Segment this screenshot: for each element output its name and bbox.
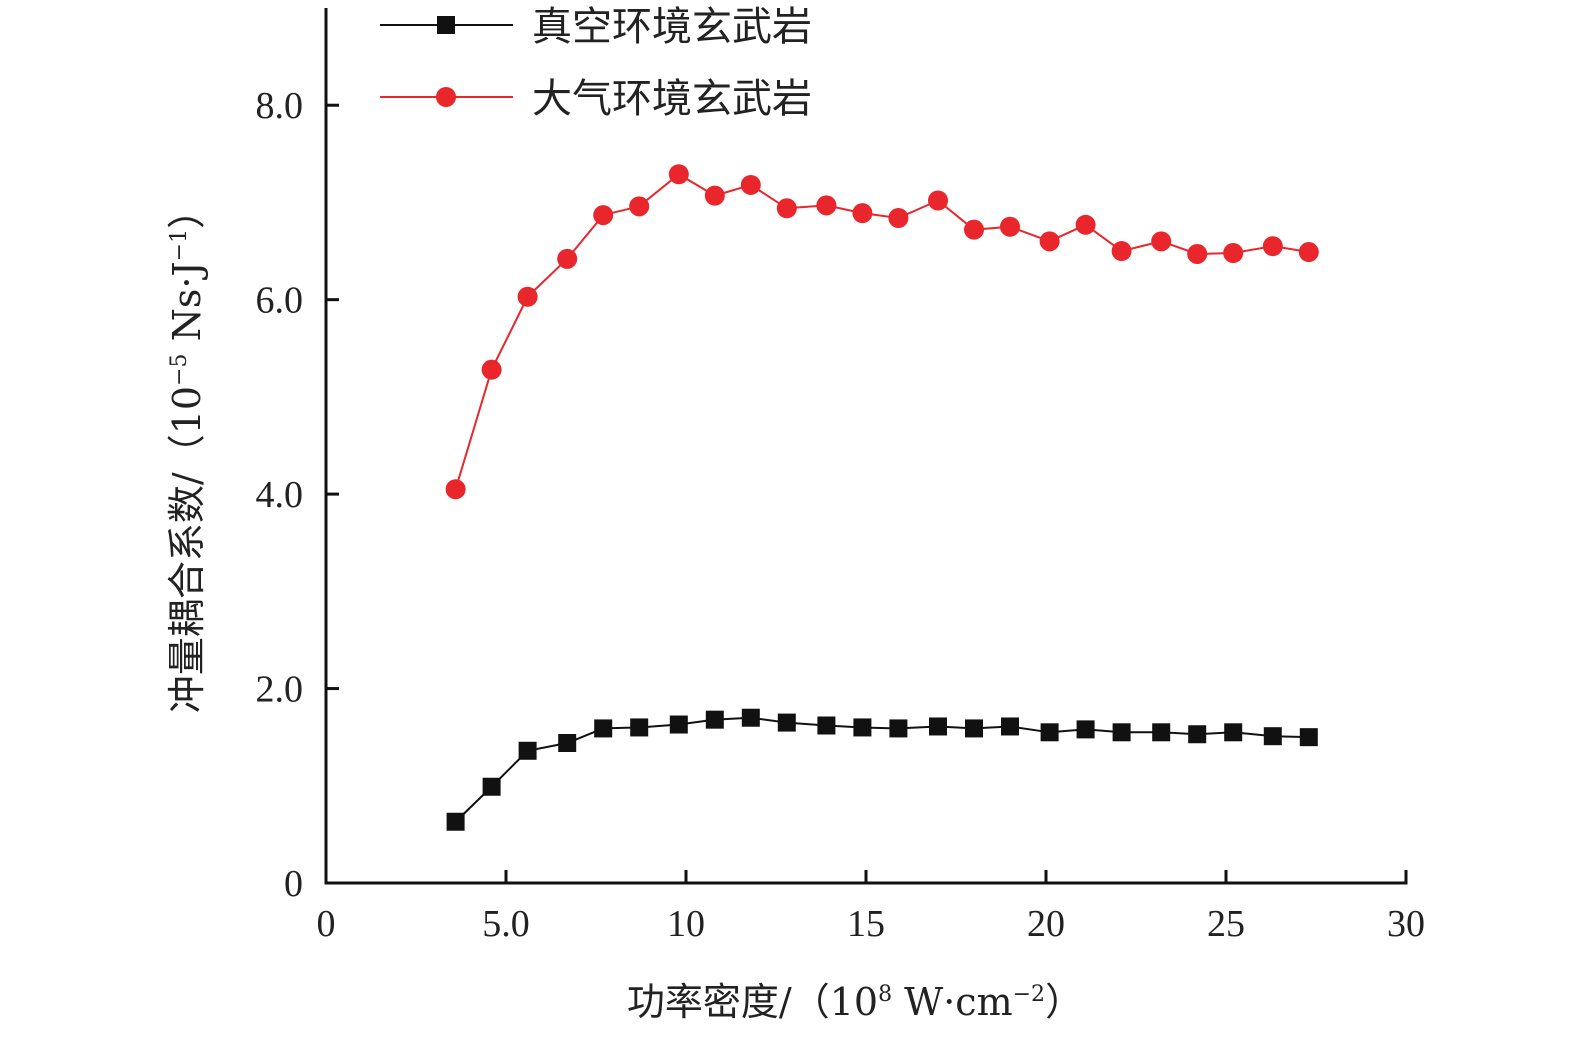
x-tick-label: 0	[317, 903, 336, 945]
data-point	[853, 718, 872, 737]
data-point	[1112, 723, 1131, 742]
data-point	[777, 713, 796, 732]
data-point	[446, 812, 465, 831]
y-tick-label: 0	[284, 863, 303, 905]
x-axis-title-mid: W·cm	[892, 980, 1013, 1024]
y-axis-title-sup2: −1	[167, 229, 192, 261]
x-tick-label: 30	[1387, 903, 1425, 945]
data-point	[705, 710, 724, 729]
data-point	[445, 479, 466, 500]
x-tick-label: 25	[1207, 903, 1245, 945]
series-layer	[445, 164, 1319, 831]
data-point	[481, 359, 502, 380]
data-point	[557, 248, 578, 269]
data-point	[1152, 723, 1171, 742]
y-axis-title-main: 冲量耦合系数/（10	[165, 386, 209, 713]
x-tick-label: 15	[847, 903, 885, 945]
data-point	[518, 741, 537, 760]
data-point	[668, 164, 689, 185]
data-point	[704, 185, 725, 206]
x-axis-ticks: 0 5.0 10 15 20 25 30	[317, 870, 1425, 945]
data-point	[1187, 243, 1208, 264]
data-point	[669, 715, 688, 734]
legend-item-atmosphere: 大气环境玄武岩	[380, 76, 812, 122]
y-tick-label: 4.0	[256, 474, 304, 516]
data-point	[482, 777, 501, 796]
data-point	[889, 719, 908, 738]
data-point	[852, 203, 873, 224]
data-point	[929, 717, 947, 736]
legend-item-vacuum: 真空环境玄武岩	[380, 4, 812, 50]
x-axis-title-sup2: −2	[1013, 982, 1045, 1007]
legend: 真空环境玄武岩 大气环境玄武岩	[380, 4, 812, 122]
series-atmosphere	[445, 164, 1319, 500]
data-point	[1001, 717, 1019, 736]
x-axis-title-sup1: 8	[878, 982, 892, 1007]
x-tick-label: 5.0	[482, 903, 530, 945]
series-vacuum	[446, 708, 1318, 831]
data-point	[817, 716, 836, 735]
data-point	[593, 205, 614, 226]
x-axis-title: 功率密度/（108 W·cm−2）	[627, 980, 1083, 1024]
data-point	[1039, 231, 1060, 252]
data-point	[888, 208, 909, 228]
data-point	[928, 190, 948, 211]
data-point	[1188, 725, 1207, 744]
data-point	[1040, 723, 1059, 742]
data-point	[517, 286, 538, 307]
data-point	[1298, 242, 1319, 263]
y-axis-title-sup1: −5	[167, 354, 192, 386]
y-axis-ticks: 0 2.0 4.0 6.0 8.0	[256, 85, 339, 905]
x-tick-label: 10	[667, 903, 705, 945]
data-point	[964, 219, 984, 240]
data-point	[1075, 214, 1096, 235]
data-point	[1262, 236, 1283, 257]
y-tick-label: 6.0	[256, 280, 304, 322]
data-point	[1076, 720, 1095, 739]
data-point	[1111, 241, 1132, 262]
data-point	[1000, 216, 1020, 237]
data-point	[1263, 727, 1282, 746]
x-axis-title-end: ）	[1045, 980, 1083, 1024]
legend-marker-square-icon	[437, 16, 455, 34]
data-point	[741, 708, 760, 727]
data-point	[629, 196, 650, 217]
y-axis-title-mid: Ns·J	[165, 261, 209, 353]
data-point	[630, 718, 649, 737]
data-point	[816, 195, 837, 216]
series-line	[454, 173, 1309, 490]
legend-label-atmosphere: 大气环境玄武岩	[532, 76, 812, 122]
axes	[324, 8, 1408, 885]
x-tick-label: 20	[1027, 903, 1065, 945]
data-point	[1299, 728, 1318, 747]
data-point	[965, 719, 983, 738]
data-point	[594, 719, 613, 738]
series-line	[454, 716, 1309, 823]
y-tick-label: 2.0	[256, 669, 304, 711]
data-point	[558, 734, 577, 752]
data-point	[776, 198, 797, 219]
data-point	[1223, 243, 1244, 263]
x-axis-title-main: 功率密度/（10	[627, 980, 878, 1024]
data-point	[740, 174, 761, 195]
y-tick-label: 8.0	[256, 85, 304, 127]
y-axis-title-end: ）	[165, 191, 209, 229]
data-point	[1224, 723, 1243, 742]
data-point	[1151, 231, 1172, 252]
legend-label-vacuum: 真空环境玄武岩	[532, 4, 812, 50]
legend-marker-circle-icon	[436, 87, 456, 107]
y-axis-title: 冲量耦合系数/（10−5 Ns·J−1）	[165, 191, 209, 713]
